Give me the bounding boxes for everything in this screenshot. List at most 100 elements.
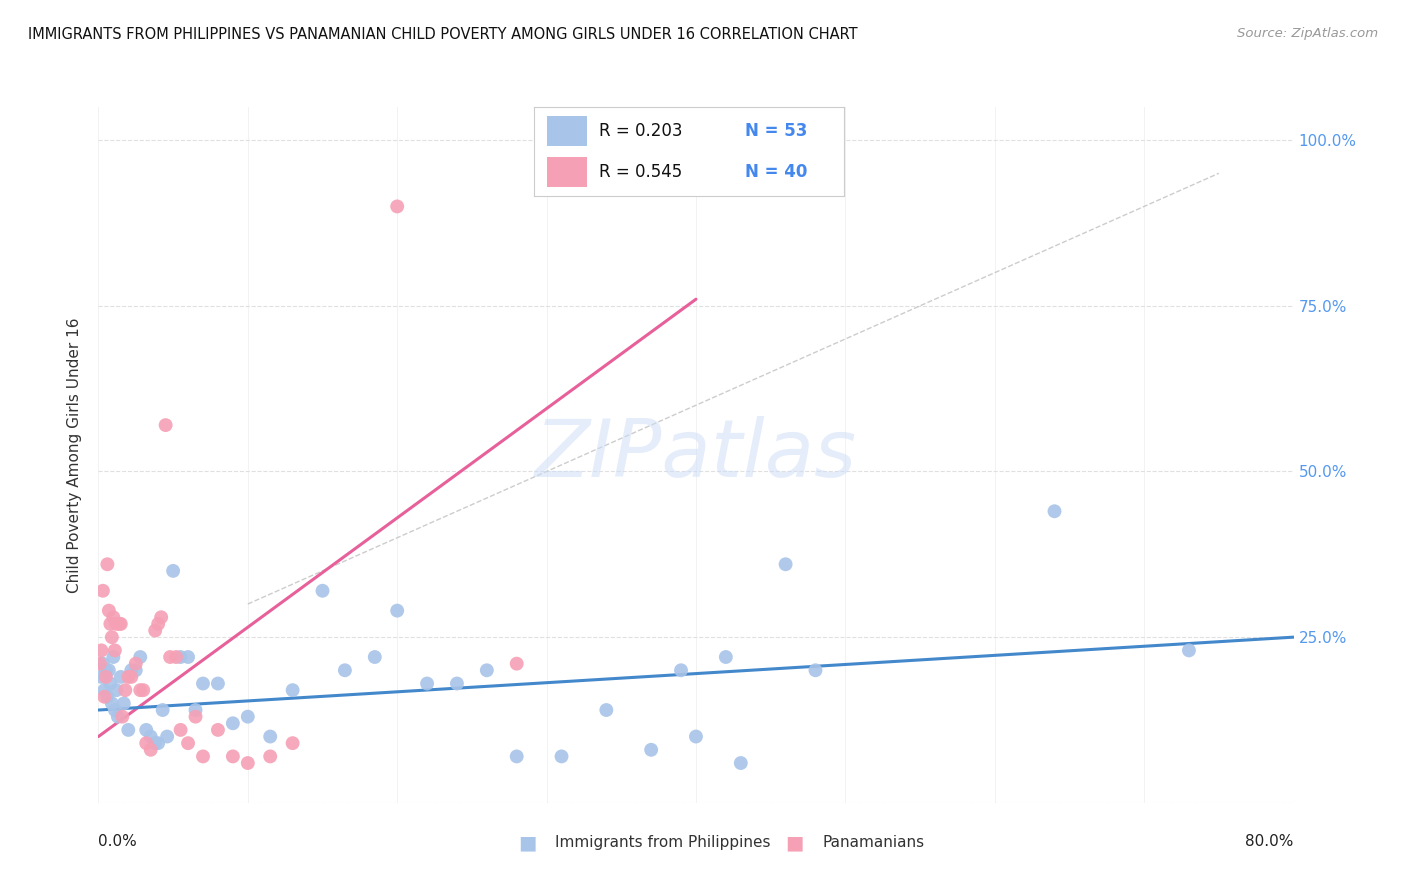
Point — [184, 709, 207, 723]
Point — [191, 749, 214, 764]
Point — [162, 564, 184, 578]
Point — [100, 676, 122, 690]
Text: ■: ■ — [785, 833, 804, 853]
Point — [311, 583, 333, 598]
Point — [91, 657, 114, 671]
Point — [148, 616, 170, 631]
Point — [117, 723, 139, 737]
Point — [416, 676, 439, 690]
Point — [595, 703, 617, 717]
Text: Immigrants from Philippines: Immigrants from Philippines — [555, 836, 770, 850]
Point — [103, 610, 125, 624]
Point — [640, 743, 662, 757]
Point — [333, 663, 356, 677]
Point — [364, 650, 387, 665]
Text: N = 40: N = 40 — [745, 163, 807, 181]
Point — [159, 650, 181, 665]
Point — [150, 610, 173, 624]
Point — [152, 703, 174, 717]
Point — [110, 616, 132, 631]
Point — [117, 670, 139, 684]
Point — [129, 683, 152, 698]
Point — [506, 749, 529, 764]
Point — [104, 703, 127, 717]
Point — [207, 676, 229, 690]
Point — [191, 676, 214, 690]
Point — [120, 663, 142, 677]
Point — [236, 709, 259, 723]
Point — [1178, 643, 1201, 657]
Point — [112, 697, 135, 711]
Text: R = 0.545: R = 0.545 — [599, 163, 682, 181]
Point — [97, 604, 120, 618]
Text: ZIPatlas: ZIPatlas — [534, 416, 858, 494]
Point — [105, 616, 128, 631]
Point — [135, 723, 157, 737]
Point — [139, 743, 162, 757]
Text: 0.0%: 0.0% — [98, 834, 138, 849]
Point — [169, 650, 191, 665]
Point — [143, 624, 166, 638]
Point — [222, 716, 245, 731]
Point — [685, 730, 707, 744]
Point — [97, 663, 120, 677]
Text: IMMIGRANTS FROM PHILIPPINES VS PANAMANIAN CHILD POVERTY AMONG GIRLS UNDER 16 COR: IMMIGRANTS FROM PHILIPPINES VS PANAMANIA… — [28, 27, 858, 42]
Point — [94, 670, 117, 684]
Text: R = 0.203: R = 0.203 — [599, 122, 683, 140]
Bar — [547, 157, 586, 187]
Point — [184, 703, 207, 717]
Point — [177, 736, 200, 750]
Point — [94, 663, 117, 677]
Point — [89, 657, 111, 671]
Point — [475, 663, 498, 677]
Point — [108, 616, 131, 631]
Point — [101, 697, 124, 711]
Point — [105, 683, 128, 698]
Bar — [547, 116, 586, 146]
Point — [446, 676, 468, 690]
Point — [259, 749, 281, 764]
Point — [714, 650, 737, 665]
Point — [506, 657, 529, 671]
Point — [281, 736, 304, 750]
Text: Source: ZipAtlas.com: Source: ZipAtlas.com — [1237, 27, 1378, 40]
Point — [93, 683, 115, 698]
Point — [132, 683, 155, 698]
Point — [385, 604, 409, 618]
Text: Panamanians: Panamanians — [823, 836, 925, 850]
Point — [804, 663, 827, 677]
Point — [281, 683, 304, 698]
Point — [236, 756, 259, 770]
Point — [135, 736, 157, 750]
Point — [90, 670, 112, 684]
Point — [169, 723, 191, 737]
Point — [165, 650, 187, 665]
Point — [125, 663, 148, 677]
Point — [120, 670, 142, 684]
Point — [550, 749, 572, 764]
Point — [385, 199, 409, 213]
Point — [110, 670, 132, 684]
Text: ■: ■ — [517, 833, 537, 853]
Point — [111, 709, 134, 723]
Point — [259, 730, 281, 744]
Text: N = 53: N = 53 — [745, 122, 807, 140]
Text: 80.0%: 80.0% — [1246, 834, 1294, 849]
Y-axis label: Child Poverty Among Girls Under 16: Child Poverty Among Girls Under 16 — [67, 318, 83, 592]
Point — [96, 558, 118, 572]
Point — [114, 683, 136, 698]
Point — [107, 709, 129, 723]
Point — [155, 418, 177, 433]
Point — [93, 690, 115, 704]
Point — [129, 650, 152, 665]
Point — [156, 730, 179, 744]
Point — [669, 663, 692, 677]
Point — [96, 690, 118, 704]
Point — [143, 736, 166, 750]
Point — [730, 756, 752, 770]
Point — [207, 723, 229, 737]
Point — [177, 650, 200, 665]
Point — [222, 749, 245, 764]
Point — [139, 730, 162, 744]
Point — [148, 736, 170, 750]
